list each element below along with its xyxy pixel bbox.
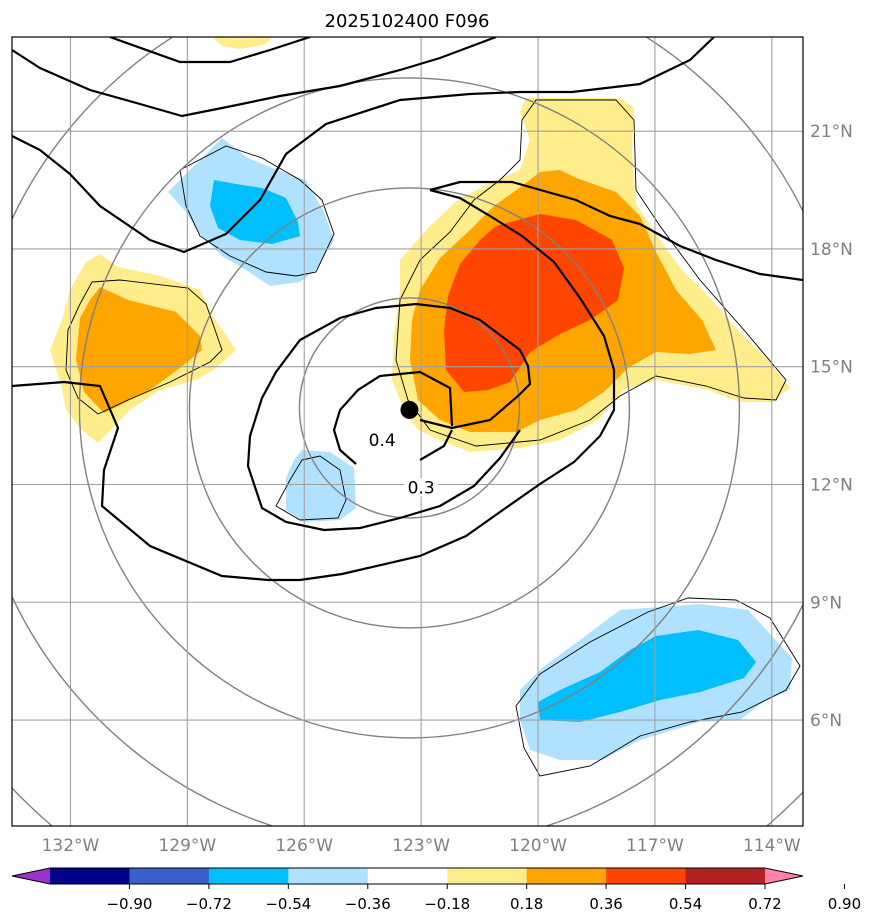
colorbar-segment — [367, 868, 448, 884]
colorbar-segment — [129, 868, 210, 884]
longitude-tick-label: 120°W — [509, 836, 567, 856]
colorbar-tick-label: −0.90 — [106, 895, 152, 913]
longitude-tick-label: 132°W — [42, 836, 100, 856]
latitude-tick-label: 21°N — [810, 122, 853, 142]
latitude-tick-label: 15°N — [810, 358, 853, 378]
colorbar-segment — [526, 868, 607, 884]
contour-label-bg — [404, 478, 439, 497]
figure-title: 2025102400 F096 — [325, 11, 490, 32]
contour-label-bg — [365, 431, 400, 450]
colorbar-tick-label: −0.18 — [424, 895, 470, 913]
contour-label: 0.3 — [408, 478, 435, 498]
map-frame — [11, 36, 804, 827]
distance-ring — [188, 187, 631, 629]
colorbar-segment — [208, 868, 289, 884]
colorbar-tick-label: 0.36 — [589, 895, 622, 913]
colorbar-tick-label: 0.90 — [828, 895, 861, 913]
contour-label: 0.4 — [369, 431, 396, 451]
colorbar-outline — [11, 867, 804, 885]
gridlines — [12, 37, 803, 826]
storm-center-marker — [400, 400, 419, 419]
colorbar-tick-label: −0.54 — [265, 895, 311, 913]
colorbar-segment — [685, 868, 766, 884]
latitude-tick-label: 6°N — [810, 711, 842, 731]
positive-field — [76, 287, 202, 413]
longitude-tick-label: 114°W — [743, 836, 801, 856]
latitude-tick-label: 18°N — [810, 240, 853, 260]
negative-field — [286, 450, 356, 522]
latitude-tick-label: 12°N — [810, 475, 853, 495]
colorbar-tick-label: 0.18 — [510, 895, 543, 913]
longitude-tick-label: 123°W — [392, 836, 450, 856]
negative-field — [538, 630, 756, 722]
thick-contours — [12, 37, 803, 582]
longitude-tick-label: 126°W — [275, 836, 333, 856]
colorbar-segment — [50, 868, 130, 884]
colorbar-tick-label: 0.54 — [669, 895, 702, 913]
latitude-tick-label: 9°N — [810, 593, 842, 613]
longitude-labels: 132°W 129°W 126°W 123°W 120°W 117°W 114°W — [42, 836, 801, 856]
longitude-tick-label: 129°W — [158, 836, 216, 856]
distance-ring — [78, 77, 741, 739]
colorbar-tick-label: 0.72 — [748, 895, 781, 913]
colorbar: −0.90 −0.72 −0.54 −0.36 −0.18 0.18 0.36 0.54 0.7… — [11, 867, 861, 913]
latitude-labels: 6°N 9°N 12°N 15°N 18°N 21°N — [810, 122, 853, 731]
longitude-tick-label: 117°W — [626, 836, 684, 856]
distance-ring — [298, 297, 521, 519]
colorbar-segment — [606, 868, 687, 884]
positive-field — [444, 214, 624, 392]
colorbar-tick-label: −0.72 — [186, 895, 232, 913]
colorbar-tick-label: −0.36 — [345, 895, 391, 913]
colorbar-segment — [447, 868, 528, 884]
colorbar-segment — [288, 868, 369, 884]
positive-field — [212, 37, 272, 49]
contour-labels: 0.4 0.3 — [365, 431, 439, 498]
field-outlines — [65, 99, 801, 777]
colorbar-arrow-high — [765, 868, 803, 884]
